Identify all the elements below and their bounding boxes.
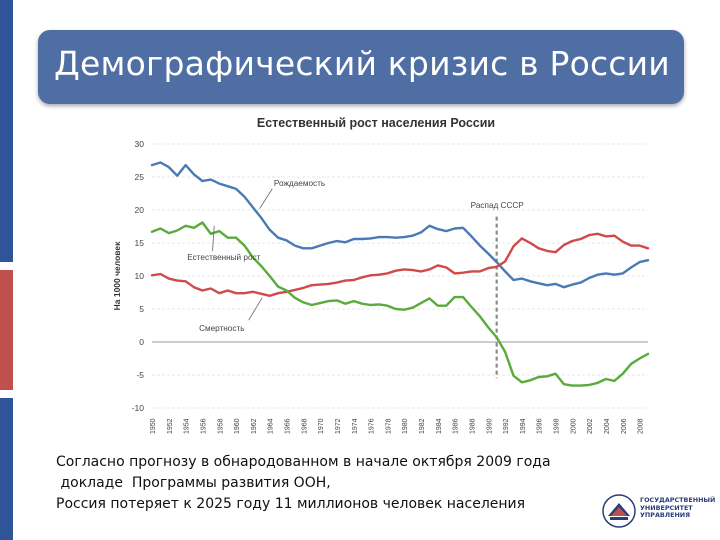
series-label: Рождаемость (274, 179, 325, 188)
x-tick-label: 2008 (638, 418, 645, 434)
x-tick-label: 1954 (184, 418, 191, 434)
y-tick-label: 25 (135, 172, 145, 182)
left-decor-stripe (0, 0, 13, 540)
university-logo: ГОСУДАРСТВЕННЫЙ УНИВЕРСИТЕТ УПРАВЛЕНИЯ (602, 494, 716, 530)
x-tick-label: 2006 (621, 418, 628, 434)
x-tick-label: 1992 (503, 418, 510, 434)
x-tick-label: 1994 (520, 418, 527, 434)
series-line-Естественный рост (150, 221, 650, 387)
x-tick-label: 1974 (352, 418, 359, 434)
chart-title: Естественный рост населения России (257, 116, 495, 130)
university-logo-text: ГОСУДАРСТВЕННЫЙ УНИВЕРСИТЕТ УПРАВЛЕНИЯ (640, 496, 716, 520)
y-tick-label: 20 (135, 205, 145, 215)
series-line-Смертность (150, 232, 650, 297)
y-axis-label: На 1000 человек (112, 241, 122, 310)
y-tick-label: -5 (136, 370, 144, 380)
title-banner: Демографический кризис в России (38, 30, 684, 104)
forecast-line-2: докладе Программы развития ООН, (56, 475, 331, 491)
logo-line-3: УПРАВЛЕНИЯ (640, 511, 691, 520)
series-line-Рождаемость (150, 161, 650, 289)
y-tick-label: -10 (132, 403, 145, 413)
x-tick-label: 1976 (369, 418, 376, 434)
logo-line-1: ГОСУДАРСТВЕННЫЙ (640, 496, 716, 504)
x-tick-label: 1966 (285, 418, 292, 434)
x-tick-label: 1958 (217, 418, 224, 434)
x-tick-label: 1968 (301, 418, 308, 434)
y-tick-label: 15 (135, 238, 145, 248)
series-label-leader (259, 188, 273, 209)
series-label-leader (212, 225, 215, 251)
university-logo-icon (602, 494, 636, 528)
y-tick-label: 5 (139, 304, 144, 314)
population-chart: Естественный рост населения России На 10… (112, 116, 650, 434)
x-tick-label: 1996 (537, 418, 544, 434)
y-tick-label: 0 (139, 337, 144, 347)
x-tick-label: 1990 (486, 418, 493, 434)
ussr-collapse-label: Распад СССР (471, 201, 525, 210)
x-tick-label: 1984 (436, 418, 443, 434)
x-tick-label: 2000 (570, 418, 577, 434)
x-tick-label: 1982 (419, 418, 426, 434)
x-tick-label: 1964 (268, 418, 275, 434)
x-tick-label: 1962 (251, 418, 258, 434)
x-tick-label: 1986 (453, 418, 460, 434)
x-tick-label: 1988 (469, 418, 476, 434)
logo-line-2: УНИВЕРСИТЕТ (640, 503, 693, 512)
x-tick-label: 1980 (402, 418, 409, 434)
x-tick-label: 1952 (167, 418, 174, 434)
forecast-line-1: Согласно прогнозу в обнародованном в нач… (56, 454, 551, 470)
forecast-note: Согласно прогнозу в обнародованном в нач… (56, 452, 596, 515)
y-tick-label: 30 (135, 139, 145, 149)
x-tick-label: 1950 (150, 418, 157, 434)
x-tick-label: 1972 (335, 418, 342, 434)
slide-title: Демографический кризис в России (54, 44, 670, 83)
forecast-line-3: Россия потеряет к 2025 году 11 миллионов… (56, 496, 526, 512)
x-tick-label: 2004 (604, 418, 611, 434)
series-label-leader (248, 297, 263, 321)
x-tick-label: 1960 (234, 418, 241, 434)
x-tick-label: 2002 (587, 418, 594, 434)
series-label: Естественный рост (187, 253, 260, 262)
x-tick-label: 1978 (385, 418, 392, 434)
series-label: Смертность (199, 324, 244, 333)
x-tick-label: 1956 (200, 418, 207, 434)
x-tick-label: 1970 (318, 418, 325, 434)
x-tick-label: 1998 (554, 418, 561, 434)
y-tick-label: 10 (135, 271, 145, 281)
